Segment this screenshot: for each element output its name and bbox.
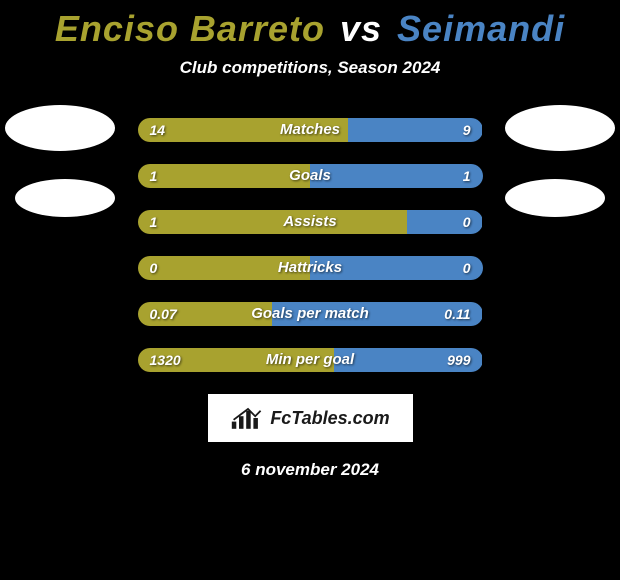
- stat-bar: 11Goals: [138, 164, 483, 188]
- stat-bar: 10Assists: [138, 210, 483, 234]
- stat-bar-right-segment: [310, 256, 483, 280]
- stat-left-value: 1: [150, 210, 158, 234]
- stat-right-value: 0.11: [444, 302, 470, 326]
- stat-right-value: 9: [463, 118, 471, 142]
- stat-right-value: 0: [463, 210, 471, 234]
- avatar-placeholder-icon: [15, 179, 115, 217]
- subtitle: Club competitions, Season 2024: [0, 58, 620, 78]
- stat-bar-right-segment: [310, 164, 483, 188]
- comparison-title: Enciso Barreto vs Seimandi: [0, 0, 620, 50]
- stat-left-value: 1: [150, 164, 158, 188]
- stat-left-value: 0: [150, 256, 158, 280]
- stat-bar-right-segment: [407, 210, 483, 234]
- logo-box: FcTables.com: [208, 394, 413, 442]
- stat-bar-left-segment: [138, 164, 311, 188]
- stat-right-value: 1: [463, 164, 471, 188]
- stat-bar-left-segment: [138, 210, 407, 234]
- avatar-placeholder-icon: [505, 179, 605, 217]
- stat-left-value: 14: [150, 118, 166, 142]
- stat-bar: 0.070.11Goals per match: [138, 302, 483, 326]
- stats-bars: 149Matches11Goals10Assists00Hattricks0.0…: [138, 118, 483, 372]
- player1-name: Enciso Barreto: [55, 8, 325, 49]
- logo-text: FcTables.com: [270, 408, 389, 429]
- date-text: 6 november 2024: [0, 460, 620, 480]
- player2-name: Seimandi: [397, 8, 565, 49]
- stat-right-value: 0: [463, 256, 471, 280]
- stat-bar-left-segment: [138, 256, 311, 280]
- stat-left-value: 1320: [150, 348, 181, 372]
- player1-avatar-group: [5, 105, 115, 215]
- stat-left-value: 0.07: [150, 302, 177, 326]
- stat-bar: 149Matches: [138, 118, 483, 142]
- avatar-placeholder-icon: [5, 105, 115, 151]
- player2-avatar-group: [505, 105, 615, 215]
- stat-right-value: 999: [447, 348, 470, 372]
- stat-bar: 00Hattricks: [138, 256, 483, 280]
- bar-chart-icon: [230, 404, 266, 432]
- avatar-placeholder-icon: [505, 105, 615, 151]
- stat-bar: 1320999Min per goal: [138, 348, 483, 372]
- vs-text: vs: [336, 8, 386, 49]
- stat-bar-left-segment: [138, 118, 348, 142]
